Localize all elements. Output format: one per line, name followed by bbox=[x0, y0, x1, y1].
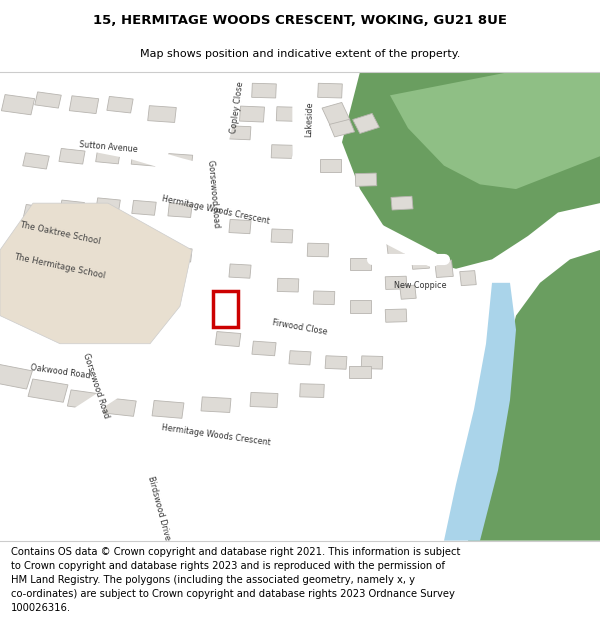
Polygon shape bbox=[0, 203, 192, 344]
Bar bbox=[325, 356, 347, 369]
Bar bbox=[92, 306, 124, 326]
Bar bbox=[35, 92, 61, 108]
Text: Hermitage Woods Crescent: Hermitage Woods Crescent bbox=[161, 423, 271, 448]
Bar bbox=[386, 239, 406, 261]
Bar bbox=[385, 309, 407, 322]
Bar bbox=[320, 159, 341, 172]
Bar bbox=[349, 258, 371, 271]
Bar bbox=[300, 384, 324, 398]
Text: Oakwood Road: Oakwood Road bbox=[29, 363, 91, 381]
Bar bbox=[201, 397, 231, 412]
Polygon shape bbox=[342, 72, 600, 269]
Text: Gorsewood Road: Gorsewood Road bbox=[81, 352, 111, 420]
Bar bbox=[239, 106, 265, 122]
Bar bbox=[213, 291, 238, 328]
Bar bbox=[23, 204, 49, 221]
Bar bbox=[69, 96, 99, 114]
Polygon shape bbox=[444, 282, 516, 541]
Bar bbox=[355, 173, 377, 186]
Bar bbox=[250, 392, 278, 408]
Bar bbox=[276, 107, 300, 121]
Bar bbox=[460, 271, 476, 286]
Text: Copley Close: Copley Close bbox=[229, 81, 245, 134]
Bar bbox=[67, 390, 101, 410]
Bar bbox=[104, 398, 136, 416]
Bar bbox=[271, 229, 293, 243]
Bar bbox=[329, 119, 355, 137]
Text: The Hermitage School: The Hermitage School bbox=[13, 253, 107, 281]
Bar bbox=[95, 149, 121, 164]
Bar bbox=[391, 196, 413, 210]
Bar bbox=[59, 200, 85, 216]
Bar bbox=[229, 219, 251, 234]
Bar bbox=[95, 198, 121, 213]
Text: Gorsewood Road: Gorsewood Road bbox=[206, 159, 220, 228]
Bar bbox=[353, 113, 379, 134]
Bar bbox=[307, 243, 329, 257]
Bar bbox=[107, 96, 133, 113]
Text: New Coppice: New Coppice bbox=[394, 281, 446, 289]
Bar bbox=[410, 249, 430, 269]
Text: 15, HERMITAGE WOODS CRESCENT, WOKING, GU21 8UE: 15, HERMITAGE WOODS CRESCENT, WOKING, GU… bbox=[93, 14, 507, 27]
Bar bbox=[132, 201, 156, 215]
Bar bbox=[252, 341, 276, 356]
Polygon shape bbox=[390, 72, 600, 189]
Bar bbox=[28, 379, 68, 402]
Bar bbox=[271, 145, 293, 158]
Text: Contains OS data © Crown copyright and database right 2021. This information is : Contains OS data © Crown copyright and d… bbox=[11, 548, 460, 613]
Bar bbox=[317, 83, 343, 98]
Bar bbox=[361, 356, 383, 369]
Bar bbox=[322, 102, 350, 126]
Bar bbox=[23, 153, 49, 169]
Bar bbox=[349, 300, 371, 312]
Bar bbox=[349, 366, 371, 378]
Bar bbox=[63, 282, 105, 311]
Bar bbox=[95, 240, 121, 255]
Text: Sutton Avenue: Sutton Avenue bbox=[79, 140, 137, 154]
Bar bbox=[168, 248, 192, 262]
Bar bbox=[168, 203, 192, 217]
Text: Firwood Close: Firwood Close bbox=[272, 318, 328, 337]
Bar bbox=[148, 106, 176, 122]
Text: Map shows position and indicative extent of the property.: Map shows position and indicative extent… bbox=[140, 49, 460, 59]
Text: The Oaktree School: The Oaktree School bbox=[19, 221, 101, 247]
Bar bbox=[59, 240, 85, 256]
Bar bbox=[400, 285, 416, 299]
Text: Birdswood Drive: Birdswood Drive bbox=[146, 475, 172, 541]
Bar bbox=[0, 364, 32, 389]
Bar bbox=[229, 264, 251, 278]
Bar bbox=[385, 276, 407, 289]
Bar bbox=[132, 242, 156, 258]
Text: Hermitage Woods Crescent: Hermitage Woods Crescent bbox=[161, 194, 271, 226]
Text: Lakeside: Lakeside bbox=[304, 101, 314, 137]
Bar bbox=[55, 301, 89, 321]
Bar bbox=[152, 401, 184, 418]
Bar bbox=[23, 242, 49, 258]
Bar bbox=[131, 151, 157, 166]
Bar bbox=[251, 83, 277, 98]
Bar bbox=[47, 242, 97, 276]
Bar bbox=[289, 351, 311, 365]
Polygon shape bbox=[468, 250, 600, 541]
Bar bbox=[313, 291, 335, 304]
Bar bbox=[1, 94, 35, 115]
Bar bbox=[229, 126, 251, 140]
Bar bbox=[59, 149, 85, 164]
Bar bbox=[435, 260, 453, 278]
Bar bbox=[167, 154, 193, 168]
Bar bbox=[215, 331, 241, 347]
Bar bbox=[16, 294, 56, 318]
Bar bbox=[277, 278, 299, 292]
